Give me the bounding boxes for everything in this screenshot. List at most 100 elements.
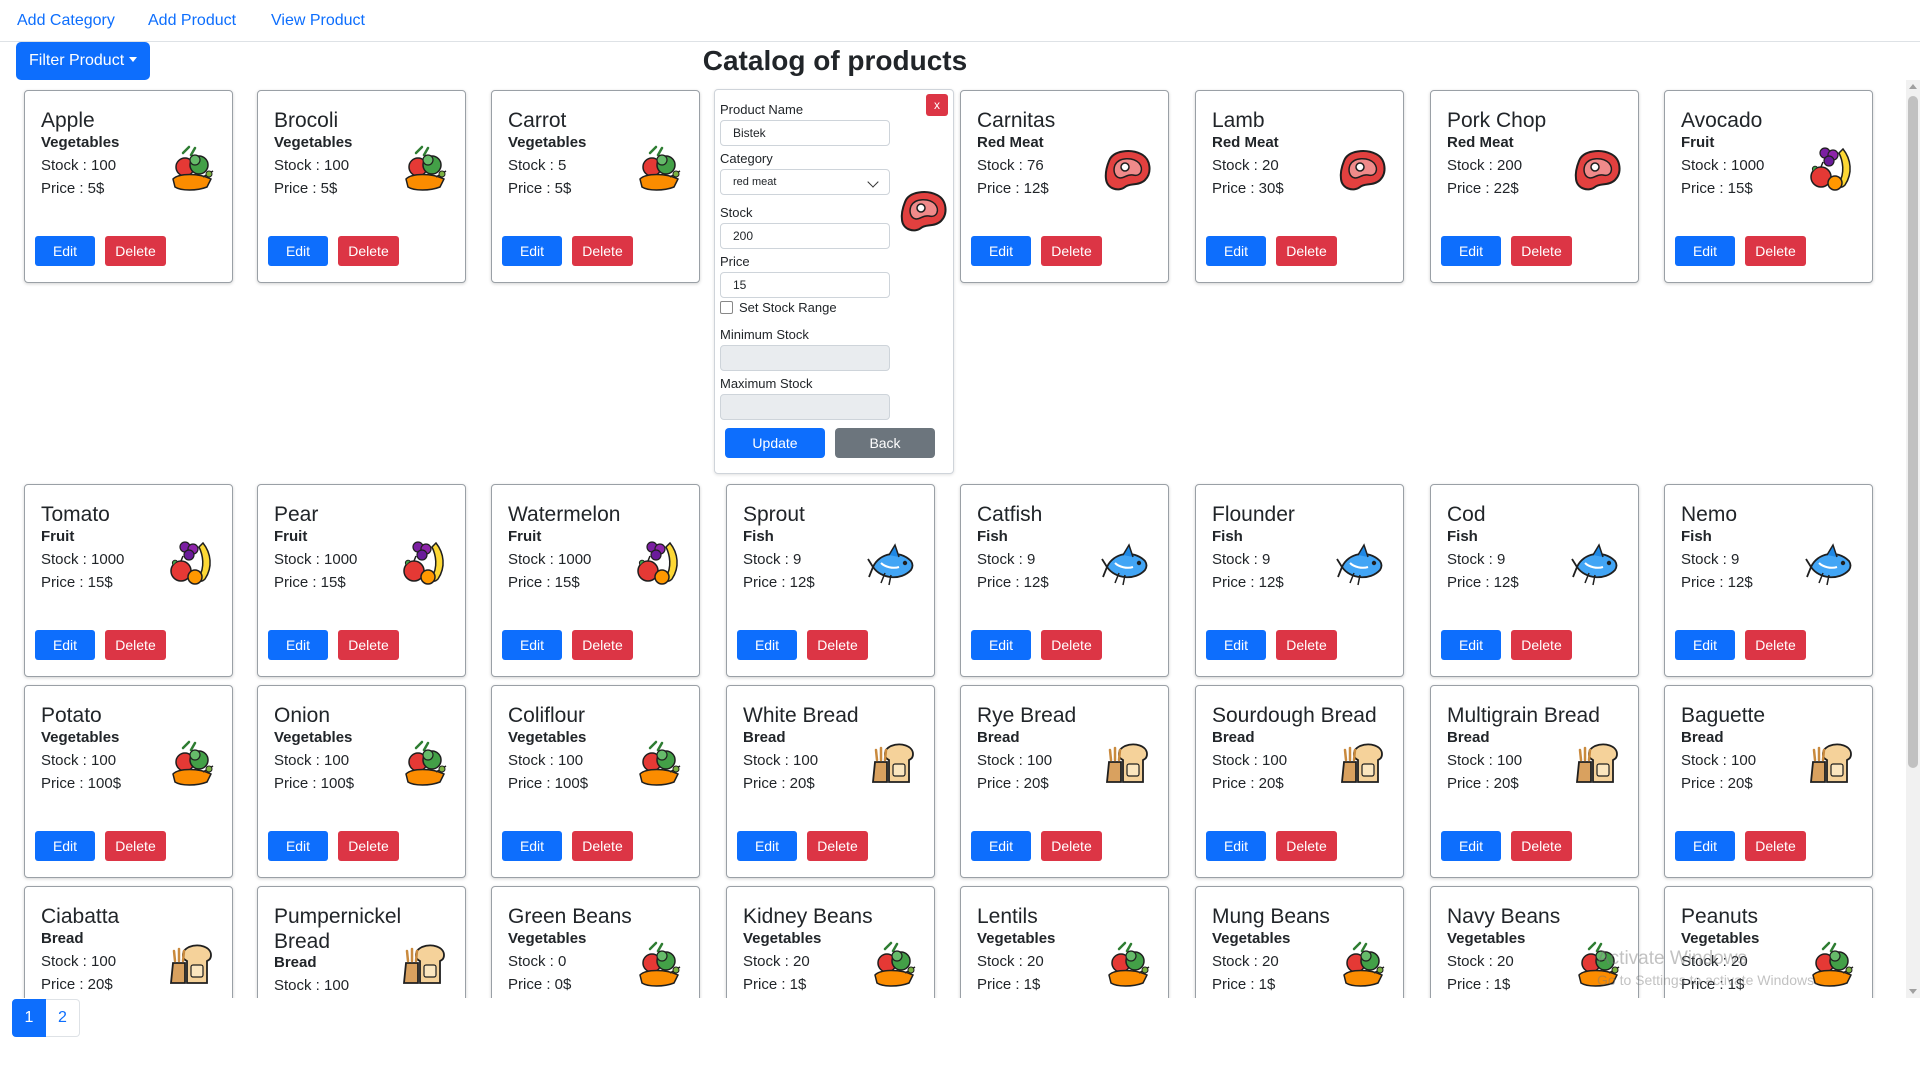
edit-button[interactable]: Edit	[1206, 236, 1266, 266]
edit-button[interactable]: Edit	[268, 831, 328, 861]
delete-button[interactable]: Delete	[572, 630, 633, 660]
fruit-icon	[165, 537, 217, 589]
edit-button[interactable]: Edit	[1675, 630, 1735, 660]
delete-button[interactable]: Delete	[338, 630, 399, 660]
edit-button[interactable]: Edit	[502, 831, 562, 861]
edit-button[interactable]: Edit	[35, 236, 95, 266]
delete-button[interactable]: Delete	[1511, 236, 1572, 266]
back-button[interactable]: Back	[835, 428, 935, 458]
scroll-up-icon[interactable]	[1909, 84, 1917, 89]
delete-button[interactable]: Delete	[1041, 831, 1102, 861]
edit-button[interactable]: Edit	[1206, 630, 1266, 660]
page-1-button[interactable]: 1	[12, 999, 46, 1037]
stock-input[interactable]: 200	[720, 223, 890, 249]
edit-button[interactable]: Edit	[1675, 831, 1735, 861]
edit-button[interactable]: Edit	[971, 236, 1031, 266]
delete-button[interactable]: Delete	[1511, 630, 1572, 660]
edit-button[interactable]: Edit	[268, 236, 328, 266]
close-button[interactable]: x	[926, 94, 948, 116]
product-category: Vegetables	[1447, 930, 1526, 947]
product-card: Carrot Vegetables Stock : 5 Price : 5$ Edit D…	[491, 90, 700, 283]
nav-add-category[interactable]: Add Category	[17, 12, 115, 29]
product-card: Nemo Fish Stock : 9 Price : 12$ Edit Delete	[1664, 484, 1873, 677]
product-name: Sprout	[743, 503, 805, 526]
product-card: Baguette Bread Stock : 100 Price : 20$ Edit D…	[1664, 685, 1873, 878]
product-stock: Stock : 100	[274, 157, 350, 174]
category-select[interactable]: red meat	[720, 169, 890, 195]
vertical-scrollbar[interactable]	[1906, 80, 1920, 998]
product-stock: Stock : 20	[743, 953, 810, 970]
delete-button[interactable]: Delete	[1745, 236, 1806, 266]
product-category: Bread	[1681, 729, 1724, 746]
stock-range-checkbox[interactable]	[720, 301, 733, 314]
nav-add-product[interactable]: Add Product	[148, 12, 237, 29]
edit-button[interactable]: Edit	[502, 630, 562, 660]
product-card: Multigrain Bread Bread Stock : 100 Price : …	[1430, 685, 1639, 878]
delete-button[interactable]: Delete	[572, 236, 633, 266]
edit-button[interactable]: Edit	[971, 630, 1031, 660]
product-category: Red Meat	[977, 134, 1044, 151]
edit-button[interactable]: Edit	[1675, 236, 1735, 266]
product-name: Brocoli	[274, 109, 339, 132]
edit-button[interactable]: Edit	[737, 630, 797, 660]
product-category: Vegetables	[274, 729, 353, 746]
product-stock: Stock : 9	[977, 551, 1036, 568]
delete-button[interactable]: Delete	[1745, 831, 1806, 861]
edit-button[interactable]: Edit	[502, 236, 562, 266]
edit-button[interactable]: Edit	[971, 831, 1031, 861]
product-category: Fish	[1212, 528, 1243, 545]
edit-button[interactable]: Edit	[268, 630, 328, 660]
product-category: Fruit	[41, 528, 75, 545]
product-name: White Bread	[743, 704, 859, 727]
product-name: Sourdough Bread	[1212, 704, 1377, 727]
scroll-down-icon[interactable]	[1909, 989, 1917, 994]
page-2-button[interactable]: 2	[46, 999, 80, 1037]
delete-button[interactable]: Delete	[338, 831, 399, 861]
edit-button[interactable]: Edit	[1206, 831, 1266, 861]
delete-button[interactable]: Delete	[338, 236, 399, 266]
delete-button[interactable]: Delete	[105, 831, 166, 861]
caret-down-icon	[129, 57, 138, 62]
product-card: Kidney Beans Vegetables Stock : 20 Price : …	[726, 886, 935, 998]
product-category: Red Meat	[1212, 134, 1279, 151]
product-stock: Stock : 100	[743, 752, 819, 769]
delete-button[interactable]: Delete	[1511, 831, 1572, 861]
bread-icon	[867, 738, 919, 790]
delete-button[interactable]: Delete	[105, 236, 166, 266]
delete-button[interactable]: Delete	[807, 831, 868, 861]
product-name: Nemo	[1681, 503, 1738, 526]
delete-button[interactable]: Delete	[1276, 630, 1337, 660]
delete-button[interactable]: Delete	[105, 630, 166, 660]
vegetables-icon	[1571, 939, 1623, 991]
product-name-input[interactable]: Bistek	[720, 120, 890, 146]
edit-button[interactable]: Edit	[35, 831, 95, 861]
price-input[interactable]: 15	[720, 272, 890, 298]
delete-button[interactable]: Delete	[1745, 630, 1806, 660]
edit-button[interactable]: Edit	[737, 831, 797, 861]
edit-button[interactable]: Edit	[1441, 630, 1501, 660]
fish-icon	[1571, 537, 1623, 589]
delete-button[interactable]: Delete	[1041, 236, 1102, 266]
maximum-stock-input	[720, 394, 890, 420]
edit-button[interactable]: Edit	[1441, 236, 1501, 266]
fruit-icon	[1805, 143, 1857, 195]
product-stock: Stock : 100	[1681, 752, 1757, 769]
delete-button[interactable]: Delete	[1041, 630, 1102, 660]
product-name: Kidney Beans	[743, 905, 873, 928]
edit-button[interactable]: Edit	[35, 630, 95, 660]
delete-button[interactable]: Delete	[1276, 831, 1337, 861]
scrollbar-thumb[interactable]	[1908, 96, 1918, 768]
product-stock: Stock : 20	[1212, 157, 1279, 174]
product-card: Pork Chop Red Meat Stock : 200 Price : 22$ E…	[1430, 90, 1639, 283]
delete-button[interactable]: Delete	[1276, 236, 1337, 266]
update-button[interactable]: Update	[725, 428, 825, 458]
filter-product-button[interactable]: Filter Product	[16, 42, 150, 80]
product-card: Carnitas Red Meat Stock : 76 Price : 12$ Edi…	[960, 90, 1169, 283]
product-name-label: Product Name	[720, 102, 804, 117]
delete-button[interactable]: Delete	[807, 630, 868, 660]
edit-button[interactable]: Edit	[1441, 831, 1501, 861]
nav-view-product[interactable]: View Product	[271, 12, 365, 29]
delete-button[interactable]: Delete	[572, 831, 633, 861]
product-name: Green Beans	[508, 905, 632, 928]
